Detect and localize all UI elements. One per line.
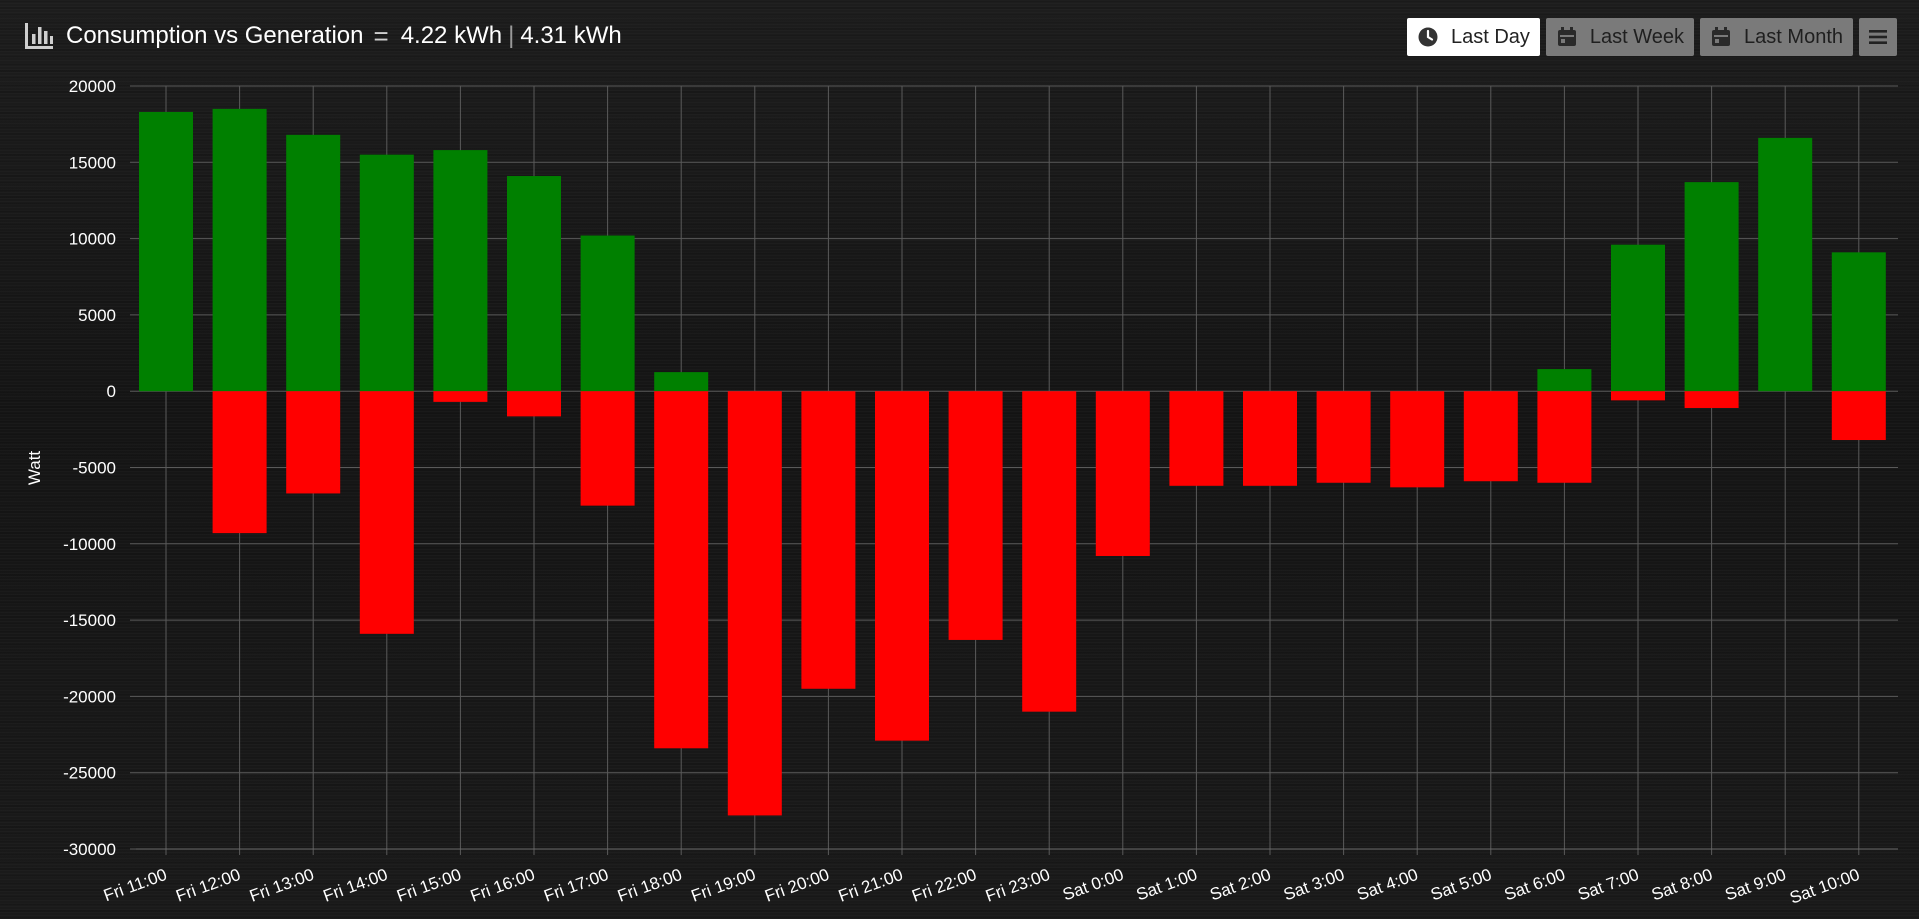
consumption-bar xyxy=(1831,391,1886,441)
last-week-button[interactable]: Last Week xyxy=(1545,18,1695,56)
y-tick-label: -25000 xyxy=(63,764,116,783)
chart-title: Consumption vs Generation xyxy=(66,22,364,49)
consumption-bar xyxy=(948,391,1003,640)
generation-bar xyxy=(359,154,414,392)
x-tick-label: Fri 15:00 xyxy=(394,865,464,906)
consumption-bar xyxy=(212,391,267,534)
consumption-bar xyxy=(286,391,341,494)
x-tick-label: Fri 14:00 xyxy=(321,865,391,906)
x-tick-label: Fri 11:00 xyxy=(101,865,169,905)
bar-chart-icon xyxy=(25,23,53,49)
x-tick-label: Sat 5:00 xyxy=(1428,865,1494,905)
x-tick-label: Sat 10:00 xyxy=(1787,865,1862,908)
consumption-bar xyxy=(1169,391,1224,486)
generation-bar xyxy=(507,176,561,392)
consumption-bar xyxy=(654,391,709,749)
consumption-bar xyxy=(1095,391,1150,557)
consumption-bar xyxy=(1316,391,1371,483)
x-tick-label: Fri 13:00 xyxy=(247,865,317,906)
generation-bar xyxy=(433,150,488,392)
consumption-bar xyxy=(359,391,414,634)
chart-menu-button[interactable] xyxy=(1859,18,1897,56)
x-tick-label: Fri 17:00 xyxy=(541,865,611,906)
range-toolbar: Last Day Last Week Last Month xyxy=(1406,18,1897,56)
generation-total: 4.31 kWh xyxy=(520,22,622,49)
y-tick-label: -15000 xyxy=(63,611,116,630)
x-tick-label: Sat 8:00 xyxy=(1649,865,1715,905)
equals-icon: = xyxy=(373,21,389,51)
y-tick-label: 0 xyxy=(107,382,116,401)
x-tick-label: Sat 7:00 xyxy=(1575,865,1641,905)
last-month-label: Last Month xyxy=(1744,25,1843,48)
generation-bar xyxy=(1758,137,1813,392)
consumption-total: 4.22 kWh xyxy=(400,22,503,49)
y-tick-label: 10000 xyxy=(69,230,116,249)
consumption-bar xyxy=(875,391,929,741)
generation-bar xyxy=(212,108,267,392)
x-tick-label: Fri 19:00 xyxy=(689,865,759,906)
generation-bar xyxy=(286,134,341,392)
consumption-bar xyxy=(1537,391,1592,483)
y-tick-label: 20000 xyxy=(69,77,116,96)
x-tick-label: Sat 9:00 xyxy=(1723,865,1789,905)
generation-bar xyxy=(1611,244,1665,392)
y-tick-label: -5000 xyxy=(73,459,116,478)
chart-header: Consumption vs Generation = 4.22 kWh | 4… xyxy=(24,18,622,54)
generation-bar xyxy=(654,372,709,392)
generation-bar xyxy=(1831,252,1886,392)
y-tick-label: -10000 xyxy=(63,535,116,554)
value-separator: | xyxy=(508,22,515,49)
y-axis-title: Watt xyxy=(25,451,44,486)
consumption-bar xyxy=(507,391,561,417)
x-tick-label: Fri 18:00 xyxy=(615,865,685,906)
y-tick-label: -30000 xyxy=(63,840,116,859)
generation-bar xyxy=(580,235,635,392)
y-tick-label: -20000 xyxy=(63,687,116,706)
y-tick-label: 15000 xyxy=(69,153,116,172)
generation-bar xyxy=(1537,369,1592,392)
x-tick-label: Fri 21:00 xyxy=(836,865,906,906)
x-tick-label: Fri 12:00 xyxy=(173,865,243,906)
x-tick-label: Fri 16:00 xyxy=(468,865,538,906)
consumption-bar xyxy=(801,391,856,689)
hamburger-menu-icon xyxy=(1869,30,1887,44)
x-tick-label: Sat 3:00 xyxy=(1281,865,1347,905)
consumption-bar xyxy=(1243,391,1297,486)
x-tick-label: Sat 1:00 xyxy=(1134,865,1200,905)
consumption-bar xyxy=(433,391,488,402)
consumption-bar xyxy=(727,391,782,816)
consumption-bar xyxy=(1022,391,1077,712)
consumption-bar xyxy=(1611,391,1665,401)
x-tick-label: Fri 22:00 xyxy=(909,865,979,906)
x-tick-label: Sat 0:00 xyxy=(1060,865,1126,905)
x-tick-label: Sat 2:00 xyxy=(1207,865,1273,905)
clock-icon xyxy=(1418,27,1438,47)
last-week-label: Last Week xyxy=(1589,25,1685,48)
calendar-icon xyxy=(1557,27,1576,46)
consumption-bar xyxy=(1463,391,1518,482)
calendar-icon xyxy=(1712,27,1731,46)
last-month-button[interactable]: Last Month xyxy=(1700,18,1853,56)
x-tick-label: Sat 6:00 xyxy=(1502,865,1568,905)
x-tick-label: Sat 4:00 xyxy=(1355,865,1421,905)
generation-bar xyxy=(1684,182,1739,392)
last-day-label: Last Day xyxy=(1450,25,1530,48)
y-tick-label: 5000 xyxy=(78,306,116,325)
x-tick-label: Fri 23:00 xyxy=(983,865,1053,906)
consumption-bar xyxy=(580,391,635,506)
last-day-button[interactable]: Last Day xyxy=(1406,18,1540,56)
generation-bar xyxy=(139,111,193,392)
x-tick-label: Fri 20:00 xyxy=(762,865,832,906)
consumption-bar xyxy=(1684,391,1739,408)
consumption-bar xyxy=(1390,391,1445,488)
